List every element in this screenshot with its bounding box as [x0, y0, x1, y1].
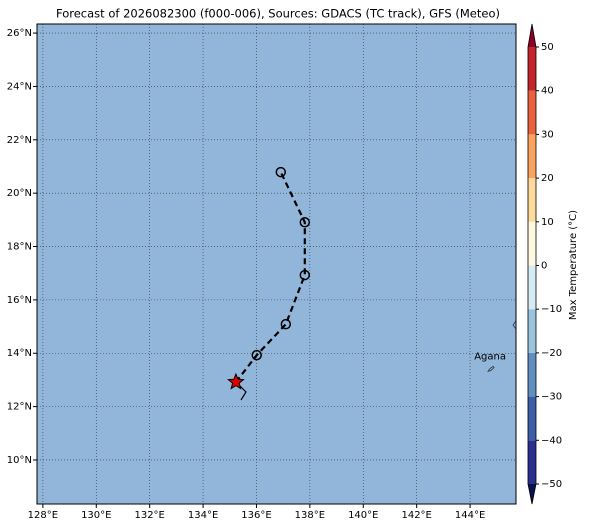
y-tick-label: 20°N: [7, 188, 32, 199]
colorbar-segment: [528, 47, 536, 91]
colorbar-tick-label: −20: [541, 348, 562, 359]
track-point: [280, 318, 292, 330]
x-tick-label: 128°E: [28, 510, 58, 521]
colorbar-tick-label: 10: [541, 217, 554, 228]
y-tick-label: 22°N: [7, 135, 32, 146]
colorbar-segment: [528, 352, 536, 397]
x-tick-label: 142°E: [401, 510, 431, 521]
x-tick-label: 144°E: [455, 510, 485, 521]
x-tick-label: 138°E: [295, 510, 325, 521]
colorbar-tick-label: 20: [541, 173, 554, 184]
track-point: [299, 269, 311, 281]
map-background: [37, 24, 516, 504]
y-tick-label: 14°N: [7, 348, 32, 359]
chart-title: Forecast of 2026082300 (f000-006), Sourc…: [56, 7, 500, 21]
y-tick-label: 26°N: [7, 28, 32, 39]
colorbar-tick-label: 0: [541, 261, 547, 272]
x-tick-label: 130°E: [81, 510, 111, 521]
track-point: [275, 166, 287, 178]
colorbar-tick-label: 40: [541, 86, 554, 97]
colorbar-tick-label: −50: [541, 479, 562, 490]
colorbar-segment: [528, 178, 536, 222]
map-frame: [36, 23, 517, 505]
colorbar-tick-label: 30: [541, 129, 554, 140]
y-tick-label: 12°N: [7, 402, 32, 413]
y-tick-label: 24°N: [7, 81, 32, 92]
colorbar-segment: [528, 440, 536, 484]
place-island: [487, 365, 495, 373]
x-tick-label: 134°E: [188, 510, 218, 521]
colorbar-segment: [528, 265, 536, 310]
colorbar-segment: [528, 134, 536, 179]
colorbar-over: [528, 24, 536, 47]
colorbar-segment: [528, 309, 536, 353]
y-tick-label: 10°N: [7, 455, 32, 466]
x-tick-label: 136°E: [241, 510, 271, 521]
colorbar-tick-label: 50: [541, 42, 554, 53]
track-line: [235, 171, 306, 383]
current-position: [227, 372, 245, 390]
y-tick-label: 18°N: [7, 242, 32, 253]
colorbar-segment: [528, 221, 536, 266]
x-tick-label: 132°E: [134, 510, 164, 521]
track-point: [299, 216, 311, 228]
colorbar-tick-label: −30: [541, 392, 562, 403]
colorbar-label: Max Temperature (°C): [568, 210, 579, 320]
colorbar-segment: [528, 396, 536, 441]
x-tick-label: 140°E: [348, 510, 378, 521]
colorbar-segment: [528, 90, 536, 135]
colorbar-tick-label: −10: [541, 304, 562, 315]
track-point: [251, 349, 262, 361]
place-label: Agana: [474, 351, 506, 362]
colorbar-under: [528, 484, 536, 504]
colorbar-tick-label: −40: [541, 435, 562, 446]
y-tick-label: 16°N: [7, 295, 32, 306]
